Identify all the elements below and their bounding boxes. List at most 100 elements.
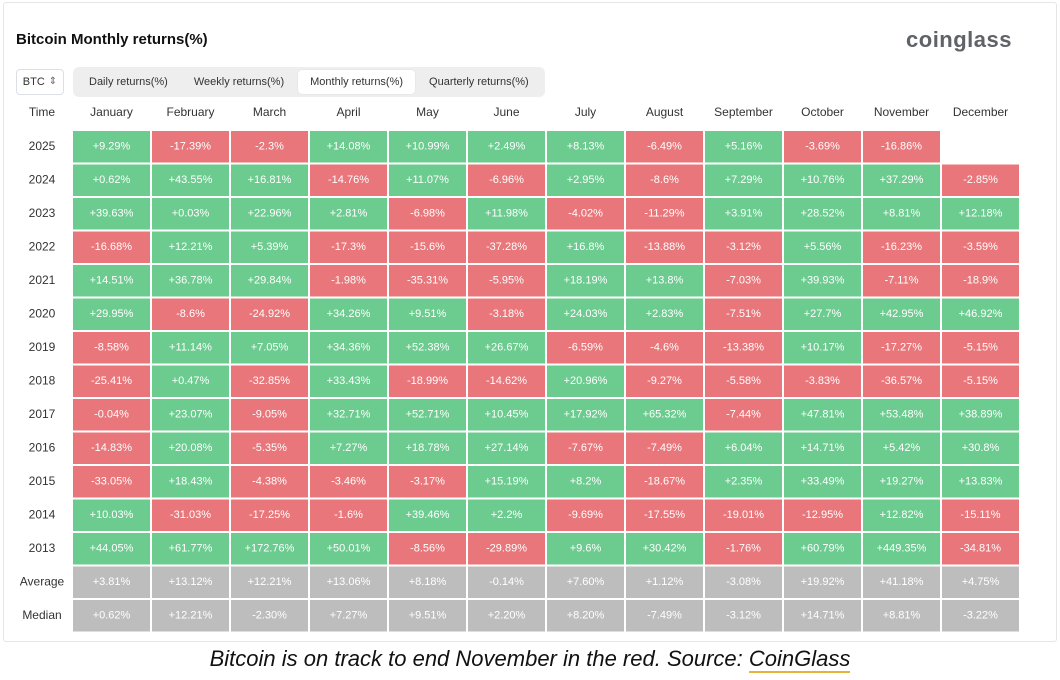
cell-value: -19.01% [723,509,764,521]
heatmap-cell [863,499,940,531]
cell-value: -8.56% [410,543,445,555]
heatmap-cell [705,298,782,330]
cell-value: +10.76% [801,174,845,186]
cell-value: +0.62% [93,610,131,622]
column-header: May [416,105,439,119]
cell-value: -7.44% [726,409,761,421]
heatmap-cell [547,298,624,330]
cell-value: +11.07% [406,174,449,186]
heatmap-cell [626,265,703,297]
heatmap-cell [705,432,782,464]
column-header: December [953,105,1008,119]
cell-value: -3.46% [331,476,366,488]
row-label: 2025 [29,139,56,153]
column-header: November [874,105,929,119]
cell-value: +16.8% [567,241,605,253]
cell-value: +1.12% [646,576,684,588]
cell-value: +2.35% [725,476,763,488]
heatmap-cell [705,600,782,632]
source-link[interactable]: CoinGlass [748,646,851,673]
heatmap-cell [310,332,387,364]
cell-value: -3.69% [805,141,840,153]
cell-value: +14.71% [801,610,845,622]
tab-weekly-returns[interactable]: Weekly returns(%) [193,76,285,88]
heatmap-cell [231,600,308,632]
chart-title: Bitcoin Monthly returns(%) [16,31,208,48]
heatmap-cell [468,298,545,330]
heatmap-cell [310,265,387,297]
heatmap-cell [784,399,861,431]
cell-value: +11.98% [485,208,528,220]
cell-value: +9.51% [409,308,447,320]
heatmap-cell [626,164,703,196]
cell-value: -14.76% [328,174,369,186]
cell-value: +13.12% [169,576,213,588]
heatmap-cell [468,600,545,632]
heatmap-cell [863,365,940,397]
heatmap-cell [863,164,940,196]
heatmap-cell [784,600,861,632]
cell-value: -18.67% [644,476,685,488]
heatmap-cell [626,566,703,598]
heatmap-cell [468,533,545,565]
heatmap-cell [231,131,308,163]
heatmap-cell [152,600,229,632]
cell-value: -18.99% [407,375,448,387]
cell-value: +2.81% [330,208,368,220]
heatmap-cell [310,466,387,498]
heatmap-cell [784,231,861,263]
heatmap-cell [231,432,308,464]
heatmap-cell [389,231,466,263]
cell-value: +52.71% [406,409,450,421]
heatmap-cell [547,332,624,364]
cell-value: +30.42% [643,543,687,555]
heatmap-cell [468,566,545,598]
heatmap-cell [784,265,861,297]
heatmap-cell [468,365,545,397]
cell-value: -1.76% [726,543,761,555]
tab-monthly-returns[interactable]: Monthly returns(%) [298,70,416,94]
cell-value: -9.69% [568,509,603,521]
heatmap-cell [705,566,782,598]
heatmap-cell [73,365,150,397]
cell-value: +2.49% [488,141,526,153]
heatmap-cell [389,298,466,330]
heatmap-cell [942,600,1019,632]
heatmap-cell [942,332,1019,364]
heatmap-cell [389,499,466,531]
heatmap-cell [73,399,150,431]
cell-value: -17.3% [331,241,366,253]
heatmap-cell [784,432,861,464]
heatmap-cell [863,533,940,565]
cell-value: +7.05% [251,342,289,354]
heatmap-cell [73,131,150,163]
cell-value: -6.96% [489,174,524,186]
heatmap-cell [152,164,229,196]
row-label: 2013 [29,541,56,555]
cell-value: +10.03% [90,509,134,521]
column-header: September [714,105,773,119]
cell-value: -13.88% [644,241,685,253]
heatmap-cell [863,399,940,431]
cell-value: +5.56% [804,241,842,253]
cell-value: +6.04% [725,442,763,454]
cell-value: +12.21% [169,610,213,622]
asset-select[interactable]: BTC ⇕ [16,69,64,95]
cell-value: +0.47% [172,375,210,387]
heatmap-cell [73,499,150,531]
cell-value: +39.93% [801,275,845,287]
heatmap-cell [942,365,1019,397]
row-label: 2022 [29,239,56,253]
cell-value: -35.31% [407,275,448,287]
cell-value: -15.11% [960,509,1000,521]
cell-value: +5.42% [883,442,921,454]
heatmap-cell [152,332,229,364]
tab-quarterly-returns[interactable]: Quarterly returns(%) [429,76,529,88]
heatmap-cell [152,399,229,431]
cell-value: +43.55% [169,174,213,186]
heatmap-cell [547,131,624,163]
heatmap-cell [784,298,861,330]
cell-value: +27.14% [485,442,529,454]
heatmap-cell [73,265,150,297]
tab-daily-returns[interactable]: Daily returns(%) [89,76,168,88]
